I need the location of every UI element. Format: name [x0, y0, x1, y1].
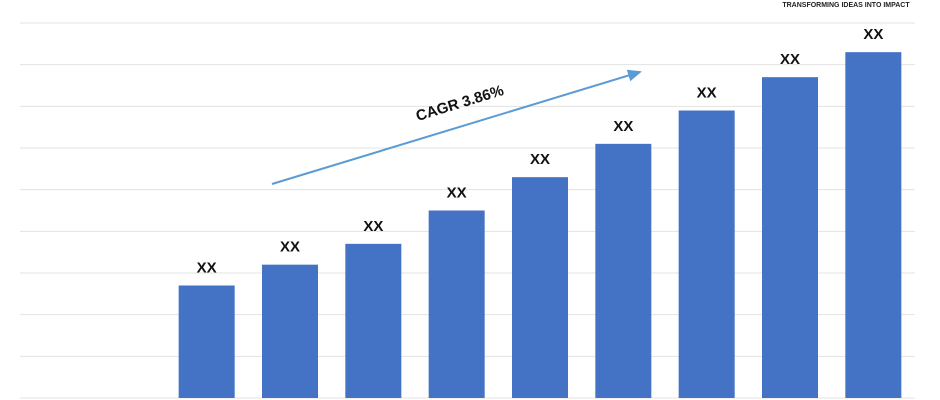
value-label: XX	[863, 26, 883, 43]
value-label: XX	[697, 84, 717, 101]
value-label: XX	[530, 151, 550, 168]
tagline: TRANSFORMING IDEAS INTO IMPACT	[782, 2, 910, 9]
value-label: XX	[613, 118, 633, 135]
value-label: XX	[447, 184, 467, 201]
bar	[428, 210, 485, 398]
cagr-arrow	[271, 69, 642, 185]
bar	[762, 77, 818, 399]
value-label: XX	[280, 239, 300, 256]
cagr-label: CAGR 3.86%	[414, 82, 506, 125]
bar	[595, 143, 652, 398]
bar	[678, 110, 735, 398]
bar	[262, 264, 318, 398]
value-label: XX	[197, 259, 217, 276]
bar	[345, 243, 402, 398]
bar	[178, 285, 235, 398]
bar	[512, 177, 568, 398]
value-label: XX	[780, 51, 800, 68]
bar	[845, 52, 902, 399]
value-label: XX	[363, 218, 383, 235]
